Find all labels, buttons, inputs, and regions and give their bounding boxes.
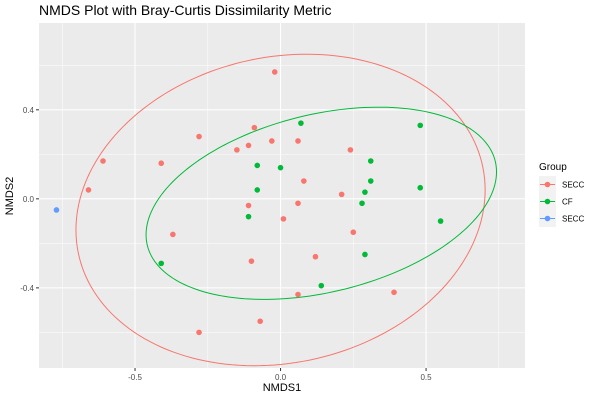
point-secc — [245, 202, 252, 209]
y-tick-label: 0.0 — [23, 195, 35, 204]
point-secc — [196, 133, 202, 140]
point-secc — [350, 229, 357, 236]
point-cf — [298, 120, 304, 126]
point-secc-2 — [53, 207, 60, 213]
point-secc — [347, 147, 354, 153]
point-cf — [417, 184, 424, 191]
legend-key-point — [544, 198, 551, 205]
x-tick-label: 0.0 — [275, 373, 287, 382]
point-cf — [318, 282, 325, 289]
grid-minor — [39, 23, 525, 368]
chart-title: NMDS Plot with Bray-Curtis Dissimilarity… — [39, 2, 331, 18]
legend-label: CF — [562, 198, 573, 207]
x-axis-label: NMDS1 — [263, 382, 302, 394]
x-axis-ticks: -0.5 0.0 0.5 — [128, 368, 432, 382]
point-cf — [277, 164, 284, 171]
ellipse-secc — [75, 53, 486, 367]
point-cf — [367, 178, 374, 184]
point-cf — [417, 122, 424, 129]
point-secc — [301, 178, 307, 184]
point-secc — [248, 258, 255, 264]
x-tick-label: -0.5 — [128, 373, 142, 382]
point-cf — [254, 162, 261, 169]
point-secc — [280, 216, 287, 222]
legend-key-point — [544, 215, 551, 222]
ellipse-cf — [145, 106, 498, 300]
y-axis-label: NMDS2 — [4, 177, 16, 216]
legend-label: SECC — [562, 215, 584, 224]
point-secc — [295, 200, 301, 207]
x-tick-label: 0.5 — [420, 373, 432, 382]
plot-panel — [39, 23, 525, 368]
data-points — [53, 69, 444, 336]
point-secc — [100, 158, 106, 164]
point-cf — [367, 158, 374, 164]
point-cf — [158, 260, 165, 267]
point-cf — [254, 187, 261, 193]
point-secc — [295, 138, 301, 144]
y-axis-ticks: -0.4 0.0 0.4 — [20, 106, 39, 293]
point-cf — [359, 200, 365, 207]
legend: Group SECC CF SECC — [539, 162, 584, 227]
legend-title: Group — [539, 162, 567, 173]
point-secc — [295, 291, 301, 298]
point-cf — [362, 189, 368, 195]
grid-major — [39, 23, 525, 368]
point-secc — [196, 329, 202, 336]
point-secc — [391, 289, 397, 296]
point-secc — [269, 138, 275, 144]
point-secc — [158, 160, 165, 167]
point-secc — [245, 142, 252, 149]
point-cf — [362, 251, 368, 258]
point-secc — [271, 69, 278, 75]
confidence-ellipses — [75, 53, 498, 367]
point-secc — [251, 124, 258, 131]
y-tick-label: -0.4 — [20, 284, 34, 293]
point-secc — [312, 253, 319, 260]
y-tick-label: 0.4 — [23, 106, 35, 115]
point-secc — [338, 191, 345, 198]
point-secc — [234, 147, 240, 153]
point-secc — [85, 187, 92, 193]
legend-key-point — [544, 181, 551, 188]
point-cf — [245, 213, 252, 220]
point-secc — [170, 231, 176, 238]
point-secc — [257, 318, 263, 325]
legend-label: SECC — [562, 181, 584, 190]
point-cf — [437, 218, 444, 224]
